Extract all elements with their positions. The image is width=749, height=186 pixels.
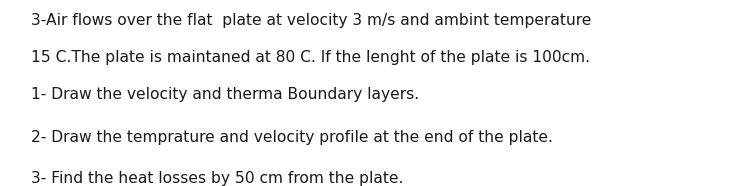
- Text: 15 C.The plate is maintaned at 80 C. If the lenght of the plate is 100cm.: 15 C.The plate is maintaned at 80 C. If …: [31, 50, 590, 65]
- Text: 3-Air flows over the flat  plate at velocity 3 m/s and ambint temperature: 3-Air flows over the flat plate at veloc…: [31, 13, 592, 28]
- Text: 2- Draw the temprature and velocity profile at the end of the plate.: 2- Draw the temprature and velocity prof…: [31, 130, 554, 145]
- Text: 3- Find the heat losses by 50 cm from the plate.: 3- Find the heat losses by 50 cm from th…: [31, 171, 404, 186]
- Text: 1- Draw the velocity and therma Boundary layers.: 1- Draw the velocity and therma Boundary…: [31, 87, 419, 102]
